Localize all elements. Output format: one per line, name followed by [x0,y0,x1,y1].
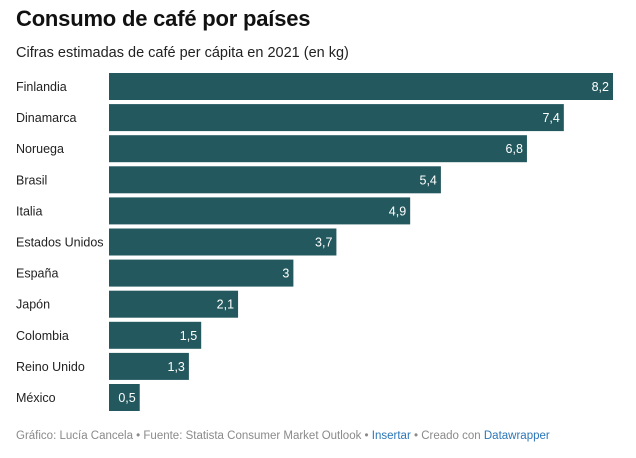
bar [109,228,337,256]
category-label: Dinamarca [16,111,76,125]
bar [109,384,140,411]
bar [109,197,411,225]
value-label: 6,8 [506,142,523,156]
value-label: 1,5 [180,329,197,343]
category-label: México [16,391,56,405]
value-label: 4,9 [389,204,406,218]
value-label: 8,2 [592,80,609,94]
chart-subtitle: Cifras estimadas de café per cápita en 2… [16,45,349,61]
category-label: Estados Unidos [16,236,104,250]
value-label: 7,4 [542,111,559,125]
category-label: Colombia [16,329,69,343]
bar [109,259,294,287]
value-label: 3 [282,267,289,281]
insert-link[interactable]: Insertar [371,430,411,442]
value-label: 2,1 [217,298,234,312]
category-label: España [16,267,58,281]
bar [109,104,564,132]
category-label: Italia [16,204,42,218]
category-label: Finlandia [16,80,67,94]
footer-created-with: • Creado con [413,430,481,442]
bar-chart: Finlandia 8,2 Dinamarca 7,4 Noruega 6,8 Brasil… [16,73,613,411]
category-label: Japón [16,298,50,312]
value-label: 0,5 [118,391,135,405]
bar [109,290,239,318]
bar [109,166,441,194]
bar [109,135,527,163]
footer: Gráfico: Lucía Cancela • Fuente: Statist… [16,430,550,442]
category-label: Reino Unido [16,360,85,374]
value-label: 1,3 [168,360,185,374]
bar [109,321,202,349]
category-label: Noruega [16,142,64,156]
value-label: 3,7 [315,236,332,250]
value-label: 5,4 [420,173,437,187]
bar [109,73,613,100]
datawrapper-link[interactable]: Datawrapper [483,430,550,442]
category-label: Brasil [16,173,47,187]
bar [109,352,189,380]
chart-title: Consumo de café por países [16,6,311,31]
footer-credits: Gráfico: Lucía Cancela • Fuente: Statist… [16,430,369,442]
